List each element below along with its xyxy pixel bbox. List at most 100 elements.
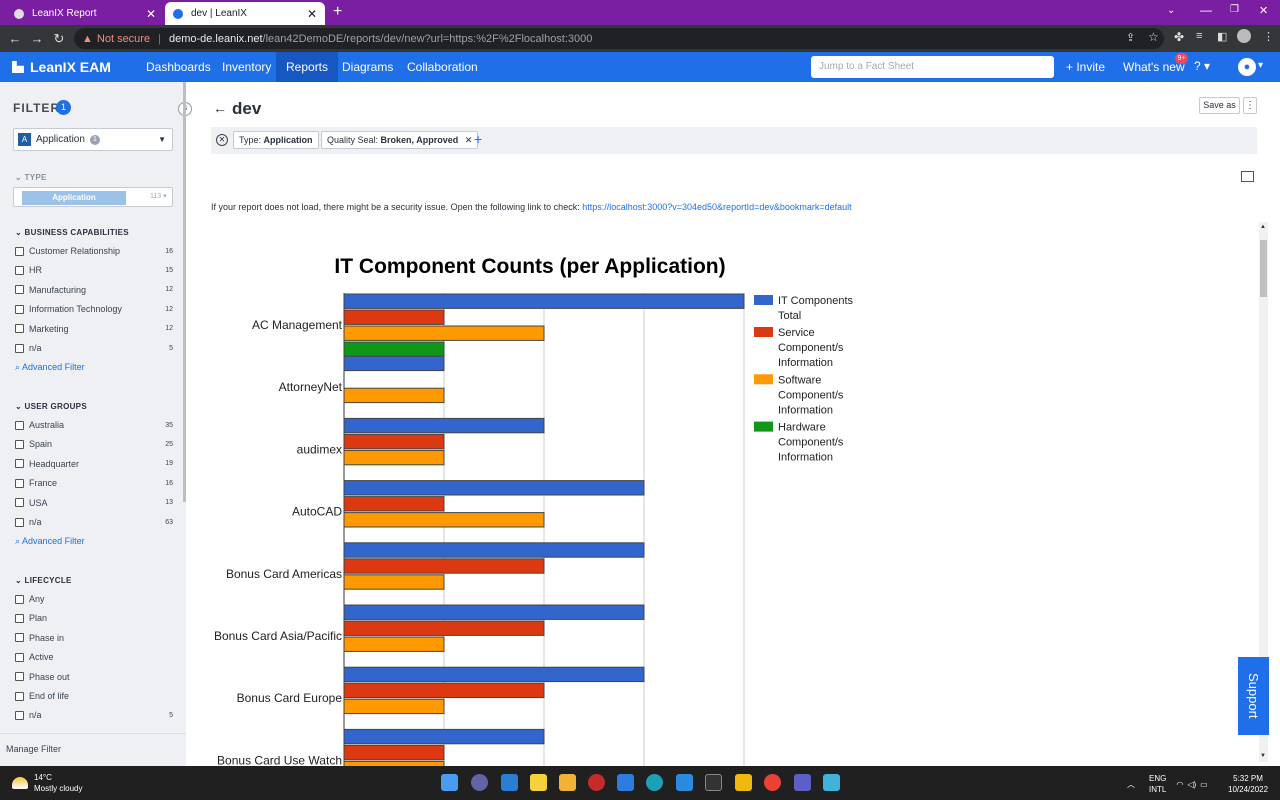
type-facet-chip[interactable]: Application	[22, 191, 126, 205]
chat-icon[interactable]	[471, 774, 488, 791]
lifecycle-item[interactable]: End of life	[15, 689, 175, 703]
checkbox[interactable]	[15, 517, 24, 527]
sticky-notes-icon[interactable]	[530, 774, 547, 791]
business-capability-item[interactable]: HR 15	[15, 263, 175, 277]
checkbox[interactable]	[15, 420, 24, 430]
checkbox[interactable]	[15, 672, 24, 682]
app-icon[interactable]	[588, 774, 605, 791]
sidebar-scrollbar[interactable]	[183, 82, 186, 502]
mail-icon[interactable]	[501, 774, 518, 791]
chrome-menu-icon[interactable]: ⋮	[1263, 31, 1274, 43]
nav-dashboards[interactable]: Dashboards	[146, 60, 211, 74]
back-arrow-icon[interactable]: ←	[213, 100, 227, 116]
advanced-filter-link[interactable]: ⌕ Advanced Filter	[15, 362, 85, 372]
tab-leanix-report[interactable]: LeanIX Report ✕	[6, 2, 164, 25]
user-group-item[interactable]: Spain 25	[15, 437, 175, 451]
weather-widget[interactable]: 14°C Mostly cloudy	[12, 772, 82, 794]
business-capability-item[interactable]: Information Technology 12	[15, 302, 175, 316]
share-icon[interactable]: ⇪	[1126, 32, 1136, 44]
close-tab-icon[interactable]: ✕	[145, 6, 156, 21]
binance-icon[interactable]	[735, 774, 752, 791]
tab-search-icon[interactable]: ⌄	[1167, 5, 1176, 16]
nav-reports[interactable]: Reports	[276, 52, 339, 82]
add-filter-icon[interactable]: +	[474, 131, 483, 147]
checkbox[interactable]	[15, 633, 24, 643]
user-menu-chevron-icon[interactable]: ▾	[1258, 60, 1264, 71]
notice-link[interactable]: https://localhost:3000?v=304ed50&reportI…	[582, 202, 852, 212]
terminal-icon[interactable]	[705, 774, 722, 791]
type-section-title[interactable]: ⌄ TYPE	[15, 173, 47, 182]
forward-icon[interactable]: →	[30, 31, 44, 46]
business-capability-item[interactable]: Manufacturing 12	[15, 283, 175, 297]
main-scrollbar-thumb[interactable]	[1260, 240, 1267, 297]
lifecycle-item[interactable]: Phase out	[15, 670, 175, 684]
invite-button[interactable]: + Invite	[1066, 60, 1106, 74]
notepad-icon[interactable]	[823, 774, 840, 791]
checkbox[interactable]	[15, 343, 24, 353]
more-options-icon[interactable]: ⋮	[1243, 97, 1257, 114]
close-window-icon[interactable]: ✕	[1259, 5, 1269, 17]
business-capability-item[interactable]: n/a 5	[15, 341, 175, 355]
wifi-icon[interactable]: ◠	[1176, 779, 1184, 789]
checkbox[interactable]	[15, 478, 24, 488]
user-group-item[interactable]: Headquarter 19	[15, 457, 175, 471]
jump-to-fact-sheet-input[interactable]: Jump to a Fact Sheet	[811, 56, 1054, 78]
checkbox[interactable]	[15, 652, 24, 662]
checkbox[interactable]	[15, 594, 24, 604]
nav-inventory[interactable]: Inventory	[222, 60, 272, 74]
user-group-item[interactable]: n/a 63	[15, 515, 175, 529]
edge-icon[interactable]	[646, 774, 663, 791]
reading-list-icon[interactable]: ≡	[1196, 30, 1203, 42]
save-as-button[interactable]: Save as	[1199, 97, 1240, 114]
chrome-icon[interactable]	[764, 774, 781, 791]
back-icon[interactable]: ←	[8, 31, 22, 46]
minimize-icon[interactable]: —	[1200, 3, 1212, 17]
help-icon[interactable]: ? ▾	[1194, 59, 1211, 73]
advanced-filter-link[interactable]: ⌕ Advanced Filter	[15, 536, 85, 546]
side-panel-icon[interactable]: ◧	[1217, 31, 1228, 43]
checkbox[interactable]	[15, 691, 24, 701]
lifecycle-item[interactable]: Any	[15, 592, 175, 606]
close-tab-icon[interactable]: ✕	[306, 6, 317, 21]
extensions-icon[interactable]: ✤	[1174, 30, 1185, 44]
start-icon[interactable]	[441, 774, 458, 791]
language-indicator[interactable]: ENG INTL	[1149, 773, 1166, 795]
volume-icon[interactable]: ◁)	[1187, 779, 1197, 789]
restore-icon[interactable]: ❐	[1230, 4, 1239, 15]
new-tab-icon[interactable]: +	[333, 3, 343, 20]
whats-new-button[interactable]: What's new	[1123, 60, 1185, 74]
business-capabilities-title[interactable]: ⌄ BUSINESS CAPABILITIES	[15, 228, 129, 237]
url-field[interactable]: ▲ Not secure | demo-de.leanix.net /lean4…	[74, 28, 1164, 49]
reload-icon[interactable]: ↻	[53, 30, 65, 46]
vscode-icon[interactable]	[676, 774, 693, 791]
profile-avatar[interactable]	[1237, 29, 1251, 43]
battery-icon[interactable]: ▭	[1200, 779, 1208, 789]
lifecycle-item[interactable]: Plan	[15, 611, 175, 625]
lifecycle-item[interactable]: n/a 5	[15, 708, 175, 722]
file-explorer-icon[interactable]	[559, 774, 576, 791]
checkbox[interactable]	[15, 324, 24, 334]
bookmark-star-icon[interactable]: ☆	[1148, 30, 1159, 44]
checkbox[interactable]	[15, 710, 24, 720]
support-button[interactable]: Support	[1238, 657, 1269, 735]
checkbox[interactable]	[15, 285, 24, 295]
checkbox[interactable]	[15, 265, 24, 275]
clock[interactable]: 5:32 PM 10/24/2022	[1228, 773, 1268, 795]
checkbox[interactable]	[15, 304, 24, 314]
scroll-down-icon[interactable]: ▼	[1260, 753, 1266, 759]
checkbox[interactable]	[15, 246, 24, 256]
remove-filter-icon[interactable]: ✕	[464, 135, 473, 145]
business-capability-item[interactable]: Marketing 12	[15, 322, 175, 336]
checkbox[interactable]	[15, 498, 24, 508]
nav-collaboration[interactable]: Collaboration	[407, 60, 478, 74]
business-capability-item[interactable]: Customer Relationship 16	[15, 244, 175, 258]
teams-icon[interactable]	[794, 774, 811, 791]
fact-sheet-type-select[interactable]: A Application 1 ▼	[13, 128, 173, 151]
lifecycle-item[interactable]: Phase in	[15, 631, 175, 645]
scroll-up-icon[interactable]: ▲	[1260, 224, 1266, 230]
leanix-logo[interactable]: LeanIX EAM	[12, 59, 111, 75]
nav-diagrams[interactable]: Diagrams	[342, 60, 394, 74]
user-group-item[interactable]: USA 13	[15, 496, 175, 510]
main-scrollbar[interactable]	[1259, 222, 1268, 762]
checkbox[interactable]	[15, 459, 24, 469]
